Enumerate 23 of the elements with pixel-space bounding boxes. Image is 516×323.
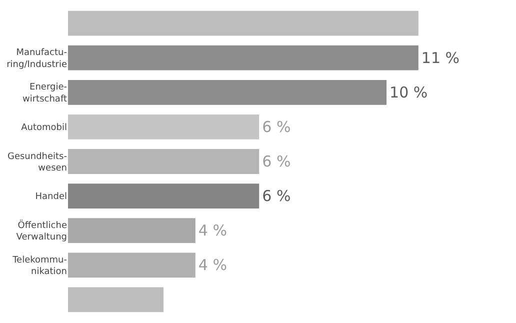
data-label: 6 % — [262, 187, 291, 206]
bar — [68, 80, 387, 105]
data-label: 6 % — [262, 118, 291, 136]
bar — [68, 287, 164, 312]
y-tick-label: Telekommu- nikation — [12, 255, 67, 278]
bar — [68, 184, 260, 208]
bar — [68, 149, 260, 174]
y-tick-label: Automobil — [21, 123, 67, 134]
y-tick-label: Handel — [35, 192, 67, 202]
y-tick-label: Gesundheits- wesen — [7, 152, 67, 174]
bar — [68, 10, 418, 36]
data-label: 6 % — [262, 152, 291, 170]
data-label: 4 % — [198, 222, 227, 240]
bar — [68, 114, 260, 140]
data-label: 4 % — [198, 256, 227, 274]
bar — [68, 218, 196, 244]
bar — [68, 252, 196, 278]
y-tick-label: Energie- wirtschaft — [22, 82, 68, 104]
data-label: 10 % — [390, 83, 428, 102]
y-tick-label: Manufactu- ring/Industrie — [6, 48, 68, 70]
data-label: 11 % — [421, 48, 460, 67]
y-tick-label: Öffentliche Verwaltung — [16, 218, 68, 243]
bar — [68, 45, 418, 70]
